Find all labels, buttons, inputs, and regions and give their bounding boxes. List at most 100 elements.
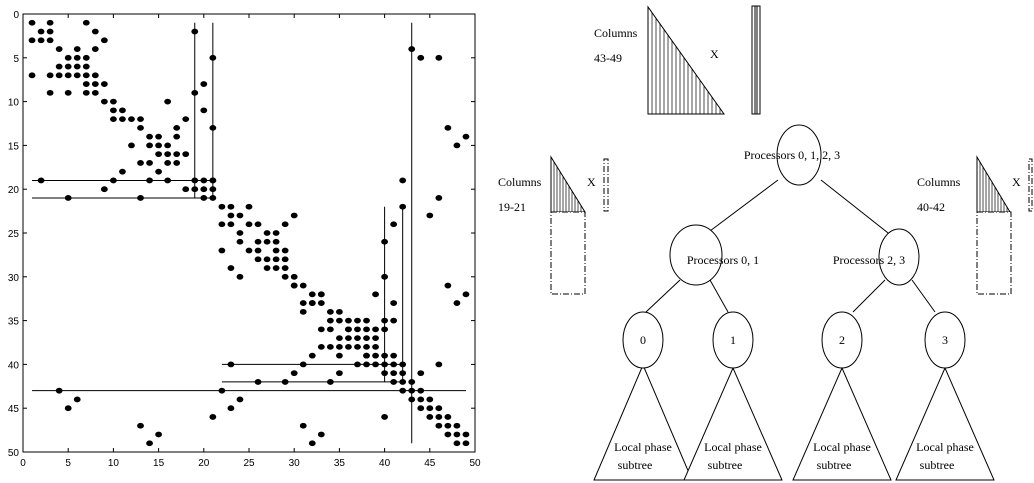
nonzero-marker [408,396,416,403]
nonzero-marker [354,361,361,368]
tree-leaves: 0 Local phase subtree 1 Local phase subtree 2 L… [593,311,995,481]
nonzero-marker [55,387,63,394]
nonzero-marker [100,186,108,193]
nonzero-marker [372,335,379,342]
right-x-strip [1028,158,1033,212]
nonzero-marker [426,414,434,420]
nonzero-marker [200,81,208,87]
nonzero-marker [299,282,307,289]
nonzero-marker [326,326,334,333]
nonzero-marker [272,265,280,271]
edge-right-3 [911,279,936,313]
subtree-label-line1: Local phase [813,440,871,454]
nonzero-marker [372,361,379,368]
nonzero-marker [290,273,298,280]
nonzero-marker [91,72,99,79]
nonzero-marker [399,379,407,385]
nonzero-marker [64,72,72,79]
x-tick-label: 25 [243,458,255,469]
nonzero-marker [37,37,45,44]
nonzero-marker [227,405,235,412]
right-block-label-1: Columns [917,175,961,189]
nonzero-marker [408,379,416,385]
subtree-triangle [792,366,892,481]
nonzero-marker [110,116,117,123]
nonzero-marker [119,168,126,175]
left-triangle-outline [550,155,586,213]
plot-frame [22,13,476,453]
nonzero-marker [453,440,461,447]
nonzero-marker [200,107,208,114]
nonzero-marker [372,343,379,350]
nonzero-marker [435,54,443,61]
nonzero-marker [444,282,452,289]
nonzero-marker [363,352,370,359]
nonzero-marker [164,98,172,105]
top-block-label-1: Columns [594,26,638,40]
nonzero-marker [236,396,244,403]
nonzero-marker [354,343,361,350]
x-tick-label: 10 [108,458,120,469]
nonzero-marker [363,343,370,350]
left-block-label-1: Columns [498,175,542,189]
nonzero-marker [363,335,370,342]
nonzero-marker [200,186,208,193]
nonzero-marker [191,28,199,35]
nonzero-marker [46,37,54,44]
nonzero-marker [73,46,81,52]
nonzero-marker [444,124,452,131]
nonzero-marker [227,265,235,271]
nonzero-marker [417,396,425,403]
nonzero-marker [281,379,289,385]
nonzero-marker [209,186,217,193]
right-triangle-outline [976,155,1011,213]
nonzero-marker [299,361,307,368]
nonzero-marker [155,168,163,175]
nonzero-marker [462,440,470,447]
nonzero-marker [28,37,36,44]
tree-leaf-2: 2 Local phase subtree [792,311,892,481]
nonzero-marker [110,98,117,105]
nonzero-marker [182,151,190,158]
nonzero-marker [137,160,144,166]
x-tick-label: 5 [65,458,71,469]
nonzero-marker [82,89,90,96]
nonzero-marker [173,124,181,131]
nonzero-marker [73,396,81,403]
edge-root-left [697,179,779,241]
nonzero-marker [73,72,81,79]
nonzero-marker [290,212,298,219]
nonzero-marker [155,142,163,149]
y-tick-label: 20 [8,185,20,196]
edge-left-1 [709,279,729,313]
y-tick-label: 0 [13,10,19,21]
nonzero-marker [55,72,63,79]
nonzero-marker [453,431,461,438]
left-block-strip [550,158,609,295]
top-block-op: X [710,47,719,61]
subtree-label-line2: subtree [618,458,653,472]
nonzero-marker [417,387,425,394]
nonzero-marker [462,133,470,140]
nonzero-marker [399,361,407,368]
nonzero-marker [227,361,235,368]
nonzero-marker [426,212,434,219]
tree-node-left: Processors 0, 1 [669,224,759,286]
nonzero-marker [381,273,388,280]
nonzero-marker [209,124,217,131]
nonzero-marker [55,63,63,70]
nonzero-markers [28,19,470,447]
nonzero-marker [381,326,388,333]
nonzero-marker [146,160,153,166]
nonzero-marker [381,414,388,420]
nonzero-marker [37,177,45,184]
left-node-label: Processors 0, 1 [687,253,759,267]
y-tick-label: 10 [8,98,20,109]
nonzero-marker [326,317,334,324]
nonzero-marker [426,396,434,403]
nonzero-marker [137,195,144,201]
nonzero-marker [444,414,452,420]
y-tick-label: 45 [8,404,20,415]
leaf-node [622,311,664,369]
nonzero-marker [317,291,325,298]
